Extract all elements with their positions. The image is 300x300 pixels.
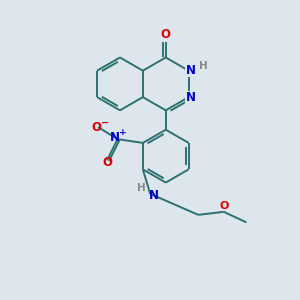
Text: H: H	[137, 183, 146, 194]
Text: N: N	[186, 64, 196, 76]
Text: N: N	[149, 189, 159, 202]
Text: O: O	[92, 121, 102, 134]
Text: H: H	[199, 61, 207, 71]
Text: O: O	[161, 28, 171, 41]
Text: N: N	[110, 131, 120, 144]
Text: O: O	[220, 201, 229, 212]
Text: O: O	[102, 156, 112, 169]
Text: +: +	[119, 128, 127, 137]
Text: N: N	[186, 91, 196, 104]
Text: −: −	[100, 118, 109, 128]
